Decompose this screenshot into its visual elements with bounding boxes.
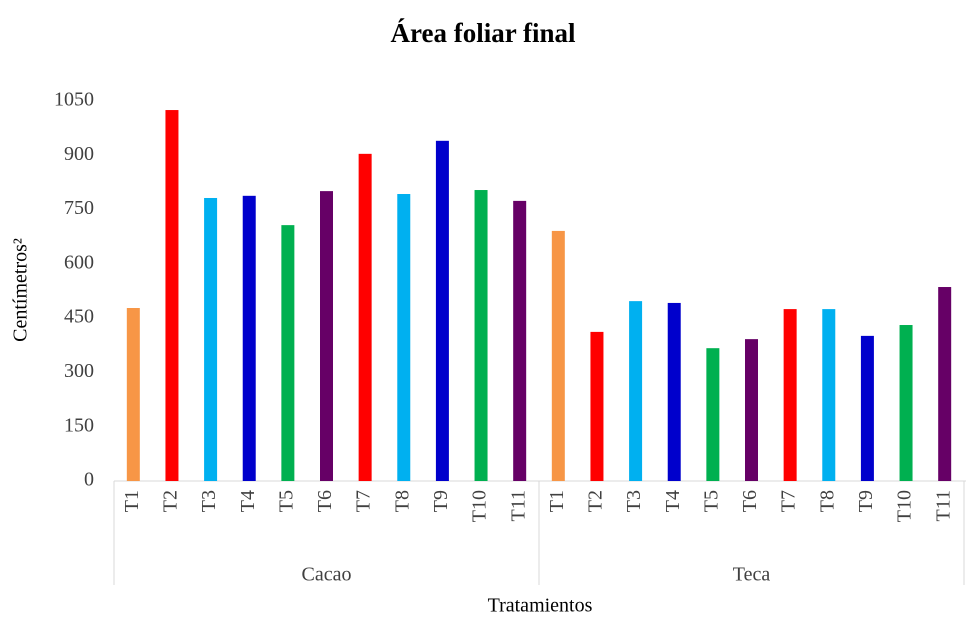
x-tick-label: T1 — [121, 490, 143, 512]
x-tick-label: T1 — [546, 490, 568, 512]
bar — [474, 190, 488, 481]
bar — [513, 200, 527, 481]
y-axis-title: Centímetros² — [10, 238, 32, 342]
bar — [435, 140, 449, 482]
x-axis-title: Tratamientos — [488, 595, 593, 617]
y-tick-label: 900 — [64, 143, 94, 165]
x-tick-label: T5 — [700, 490, 722, 512]
bar — [629, 301, 643, 481]
x-tick-label: T11 — [932, 490, 954, 521]
bar — [397, 194, 411, 481]
y-tick-label: 1050 — [54, 89, 94, 111]
bar — [822, 309, 836, 481]
x-tick-label: T2 — [585, 490, 607, 512]
x-tick-label: T2 — [160, 490, 182, 512]
bar — [358, 153, 372, 482]
x-tick-label: T6 — [314, 490, 336, 512]
bar — [783, 309, 797, 481]
bar — [126, 308, 140, 481]
x-tick-label: T7 — [778, 490, 800, 512]
bar — [551, 230, 565, 481]
bar — [938, 287, 952, 481]
x-tick-label: T10 — [894, 490, 916, 522]
group-label: Teca — [733, 564, 771, 586]
y-tick-label: 450 — [64, 306, 94, 328]
x-tick-label: T9 — [855, 490, 877, 512]
bar — [320, 191, 333, 481]
y-tick-label: 750 — [64, 197, 94, 219]
chart-title: Área foliar final — [391, 18, 576, 48]
x-tick-label: T3 — [623, 490, 645, 512]
bar — [860, 335, 874, 481]
x-tick-label: T10 — [469, 490, 491, 522]
x-tick-label: T4 — [237, 490, 259, 512]
x-tick-label: T11 — [507, 490, 529, 521]
x-tick-label: T5 — [275, 490, 297, 512]
bar — [590, 331, 604, 481]
x-tick-label: T9 — [430, 490, 452, 512]
bar — [745, 339, 758, 481]
bar — [667, 302, 681, 481]
y-tick-label: 600 — [64, 251, 94, 273]
x-tick-label: T3 — [198, 490, 220, 512]
bar — [204, 197, 218, 481]
bar — [242, 195, 256, 482]
y-tick-label: 300 — [64, 360, 94, 382]
bar — [281, 225, 295, 481]
bar — [165, 110, 179, 482]
y-tick-label: 0 — [84, 469, 94, 491]
group-label: Cacao — [302, 564, 352, 586]
x-tick-label: T8 — [391, 490, 413, 512]
bar — [706, 348, 720, 481]
x-tick-label: T6 — [739, 490, 761, 512]
y-tick-label: 150 — [64, 414, 94, 436]
x-tick-label: T8 — [816, 490, 838, 512]
bar — [899, 325, 913, 481]
x-tick-label: T7 — [353, 490, 375, 512]
x-tick-label: T4 — [662, 490, 684, 512]
